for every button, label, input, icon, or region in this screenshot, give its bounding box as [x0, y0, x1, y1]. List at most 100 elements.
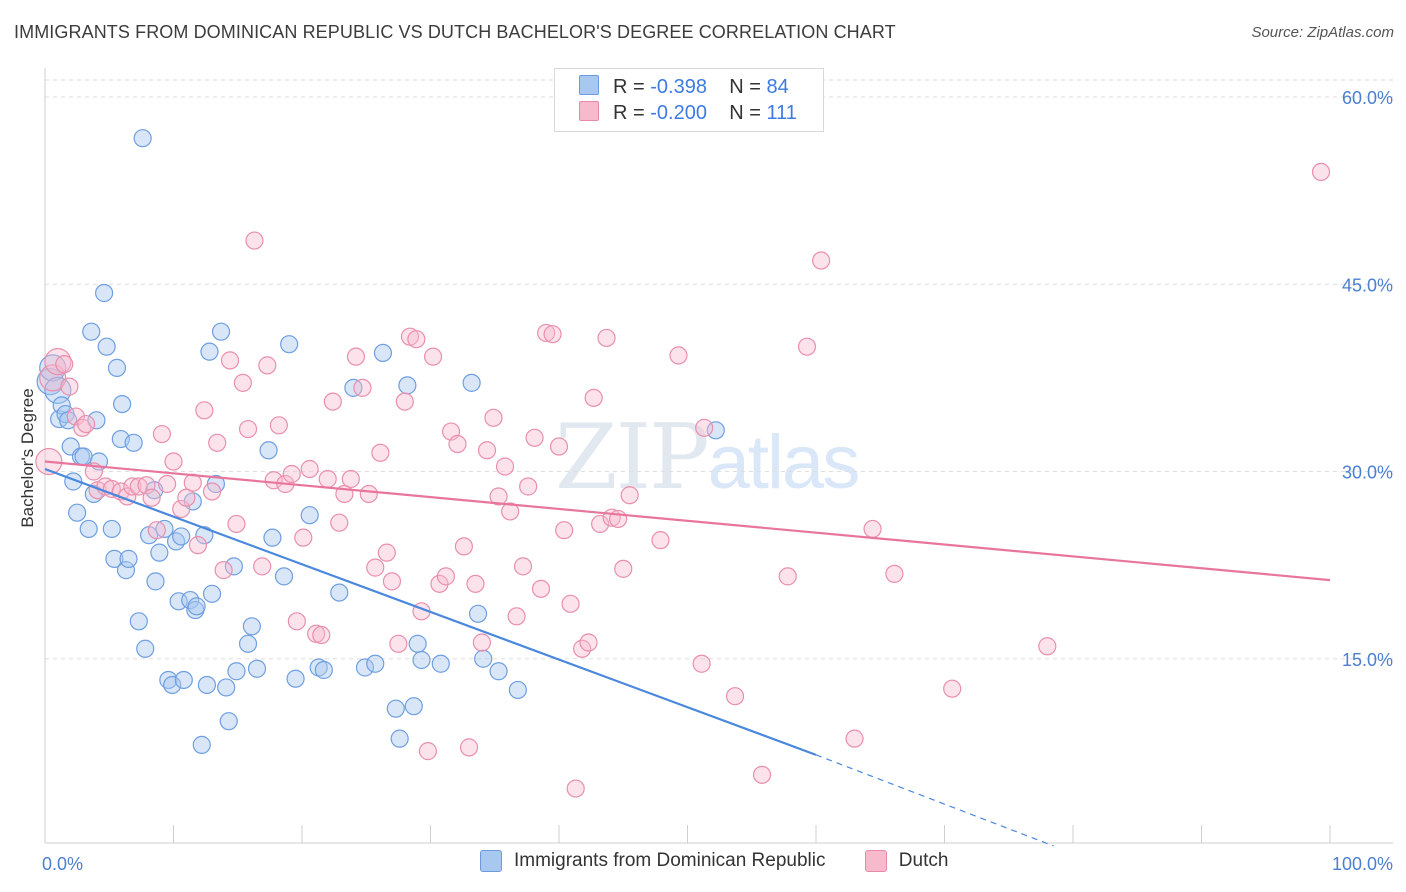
point-dutch [294, 528, 313, 547]
point-dominican [247, 659, 267, 678]
point-dominican [79, 519, 98, 539]
point-dutch [323, 392, 342, 411]
point-dominican [105, 549, 124, 568]
point-dutch [245, 231, 264, 250]
point-dutch [591, 514, 610, 534]
point-dutch [597, 328, 616, 348]
point-dutch [531, 579, 551, 598]
grid-lines [45, 79, 1393, 660]
point-dominican [431, 654, 450, 673]
point-dominican [211, 322, 231, 341]
point-dominican [172, 527, 191, 546]
point-dutch [513, 557, 533, 576]
point-dominican [398, 376, 417, 395]
axes [44, 68, 1393, 844]
point-dutch [147, 521, 166, 540]
point-dominican [217, 678, 236, 697]
point-dominican [97, 337, 116, 356]
point-dutch [459, 738, 479, 757]
point-dutch [484, 408, 503, 427]
point-dutch [555, 521, 574, 540]
point-dutch [466, 574, 485, 593]
point-dutch [377, 543, 396, 562]
point-dominican [116, 561, 136, 580]
point-dominican [259, 441, 278, 460]
point-dominican [280, 335, 299, 354]
point-dominican [508, 680, 527, 700]
point-dutch [448, 434, 467, 454]
y-tick-label: 45.0% [1342, 275, 1393, 295]
x-tick-label-min: 0.0% [42, 854, 83, 874]
series-legend: Immigrants from Dominican Republic Dutch [480, 850, 982, 878]
point-dutch [519, 477, 538, 496]
point-dominican [150, 543, 169, 562]
legend-label-dutch: Dutch [898, 850, 949, 871]
point-dutch [346, 347, 366, 366]
point-dutch [407, 330, 426, 349]
point-dominican [462, 373, 481, 392]
point-dominican [112, 394, 132, 414]
point-dominican [300, 506, 319, 525]
point-dutch [66, 407, 85, 426]
point-dominican [706, 421, 725, 440]
point-dominican [373, 343, 393, 363]
point-dutch [142, 488, 161, 507]
point-dominican [263, 528, 282, 547]
point-dutch [477, 441, 497, 460]
legend-swatch-bottom-dutch [864, 850, 887, 872]
point-dutch [60, 377, 79, 396]
point-dutch [164, 452, 183, 471]
point-dutch [366, 558, 385, 577]
point-dominican [195, 526, 214, 545]
legend-item-dominican[interactable]: Immigrants from Dominican Republic [480, 850, 826, 872]
point-dutch [341, 469, 360, 489]
point-dutch [330, 513, 349, 532]
point-dutch [549, 437, 569, 456]
point-dominican [202, 584, 222, 603]
watermark: ZIPatlas [555, 405, 861, 510]
point-dominican [468, 604, 488, 623]
point-dominican [314, 660, 333, 680]
point-dominican [166, 532, 186, 551]
point-dutch [282, 464, 301, 484]
y-tick-label: 60.0% [1342, 88, 1393, 108]
legend-n-value-dominican: 84 [766, 76, 789, 98]
point-dominican [286, 669, 305, 688]
point-dutch [566, 779, 585, 798]
point-dominican [74, 447, 93, 466]
point-dutch [188, 536, 208, 555]
point-dutch [863, 519, 882, 539]
point-dominican [68, 503, 87, 522]
point-dutch [389, 634, 408, 653]
point-dutch [195, 401, 214, 420]
point-dutch [695, 418, 714, 437]
point-dutch [501, 502, 520, 521]
point-dominican [238, 634, 258, 653]
watermark-zip: ZIP [555, 405, 710, 510]
point-dominican [224, 557, 243, 576]
point-dutch [264, 471, 283, 490]
point-dutch [525, 428, 544, 447]
point-dominican [87, 411, 106, 430]
point-dominican [102, 519, 121, 539]
trend-lines [44, 460, 1331, 847]
point-dominican [227, 662, 246, 681]
trend-line-dominican-extension [815, 754, 1054, 847]
point-dominican [192, 735, 211, 754]
point-dutch [253, 557, 272, 576]
legend-label-dominican: Immigrants from Dominican Republic [514, 850, 826, 871]
point-dutch [77, 414, 96, 434]
watermark-atlas: atlas [707, 420, 861, 505]
point-dutch [177, 488, 196, 507]
legend-n-label-1: N = [729, 76, 761, 98]
point-dutch [812, 251, 831, 270]
point-dutch [885, 564, 904, 583]
point-dominican [187, 597, 206, 616]
point-dominican [219, 712, 238, 731]
legend-item-dutch[interactable]: Dutch [864, 850, 949, 872]
point-dominican [404, 697, 423, 716]
point-dominican [133, 129, 152, 148]
point-dutch [778, 567, 797, 586]
point-dominican [390, 729, 409, 748]
point-dutch [943, 679, 962, 698]
